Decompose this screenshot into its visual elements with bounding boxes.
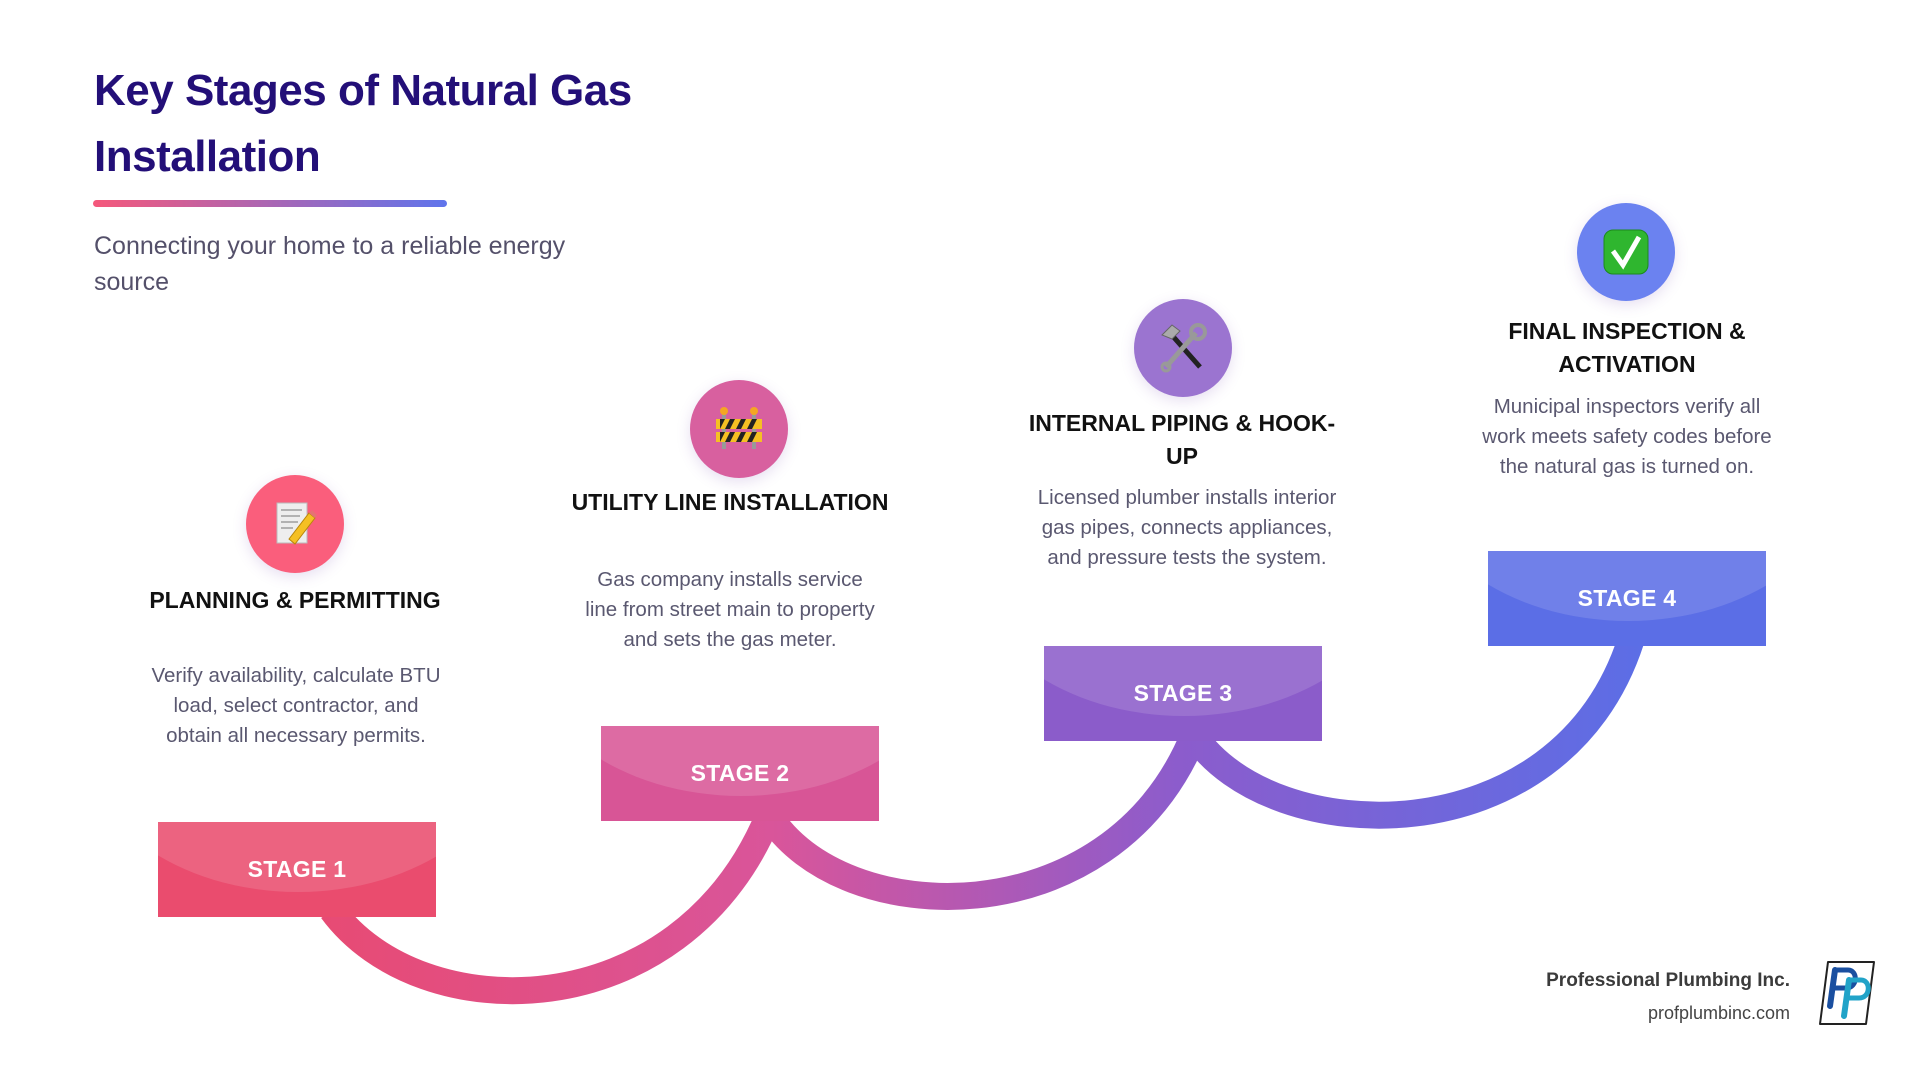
stage-label: STAGE 4 bbox=[1577, 585, 1677, 611]
stage-heading: INTERNAL PIPING & HOOK-UP bbox=[1028, 410, 1336, 469]
page-title: Key Stages of Natural Gas Installation bbox=[94, 66, 632, 181]
stage-heading: PLANNING & PERMITTING bbox=[149, 587, 441, 613]
title-underline bbox=[93, 200, 447, 207]
construction-barrier-icon bbox=[690, 380, 788, 478]
company-website[interactable]: profplumbinc.com bbox=[1647, 1003, 1790, 1023]
stage-heading: UTILITY LINE INSTALLATION bbox=[571, 489, 889, 515]
stage-heading: FINAL INSPECTION & ACTIVATION bbox=[1508, 318, 1746, 377]
memo-pencil-icon bbox=[246, 475, 344, 573]
stage-label-box: STAGE 2 bbox=[601, 726, 879, 821]
stage-description: Municipal inspectors verify all work mee… bbox=[1482, 395, 1772, 478]
connector-2-3 bbox=[757, 729, 1207, 910]
stage-label-box: STAGE 1 bbox=[158, 822, 436, 917]
page-subtitle: Connecting your home to a reliable energ… bbox=[94, 232, 566, 296]
check-mark-icon bbox=[1577, 203, 1675, 301]
stage-description: Gas company installs service line from s… bbox=[585, 568, 875, 651]
stage-label-box: STAGE 3 bbox=[1044, 646, 1322, 741]
company-logo bbox=[1819, 961, 1875, 1025]
hammer-wrench-icon bbox=[1134, 299, 1232, 397]
connector-3-4 bbox=[1182, 635, 1644, 829]
stage-label: STAGE 3 bbox=[1133, 680, 1233, 706]
stage-label: STAGE 2 bbox=[690, 760, 790, 786]
company-name: Professional Plumbing Inc. bbox=[1546, 970, 1790, 991]
stage-label: STAGE 1 bbox=[247, 856, 347, 882]
connector-1-2 bbox=[321, 809, 782, 1005]
stage-description: Verify availability, calculate BTU load,… bbox=[151, 664, 441, 747]
stage-description: Licensed plumber installs interior gas p… bbox=[1037, 486, 1337, 569]
stage-label-box: STAGE 4 bbox=[1488, 551, 1766, 646]
